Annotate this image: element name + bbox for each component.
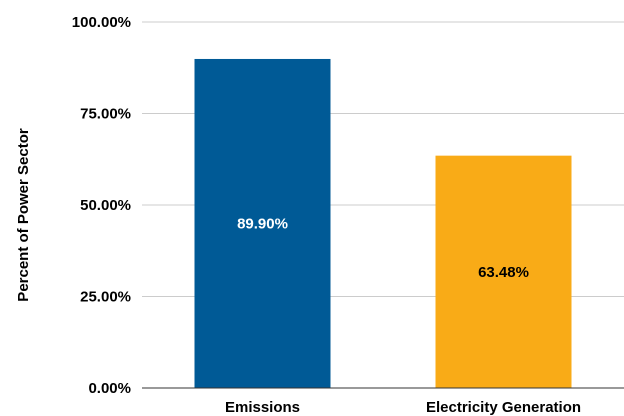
y-tick-label: 25.00% bbox=[80, 289, 131, 306]
y-tick-label: 100.00% bbox=[72, 14, 131, 31]
bar-electricity-generation bbox=[435, 155, 572, 388]
y-tick-label: 75.00% bbox=[80, 106, 131, 123]
x-axis-category-labels: Emissions Electricity Generation bbox=[225, 399, 581, 416]
bars bbox=[194, 58, 572, 388]
y-tick-label: 0.00% bbox=[88, 380, 131, 397]
data-label: 63.48% bbox=[478, 264, 529, 281]
category-label: Electricity Generation bbox=[426, 399, 581, 416]
data-label: 89.90% bbox=[237, 215, 288, 232]
y-axis-tick-labels: 0.00% 25.00% 50.00% 75.00% 100.00% bbox=[72, 14, 131, 397]
category-label: Emissions bbox=[225, 399, 300, 416]
bar-emissions bbox=[194, 58, 331, 388]
y-tick-label: 50.00% bbox=[80, 197, 131, 214]
data-labels: 89.90% 63.48% bbox=[237, 215, 529, 280]
y-axis-label: Percent of Power Sector bbox=[15, 128, 32, 302]
